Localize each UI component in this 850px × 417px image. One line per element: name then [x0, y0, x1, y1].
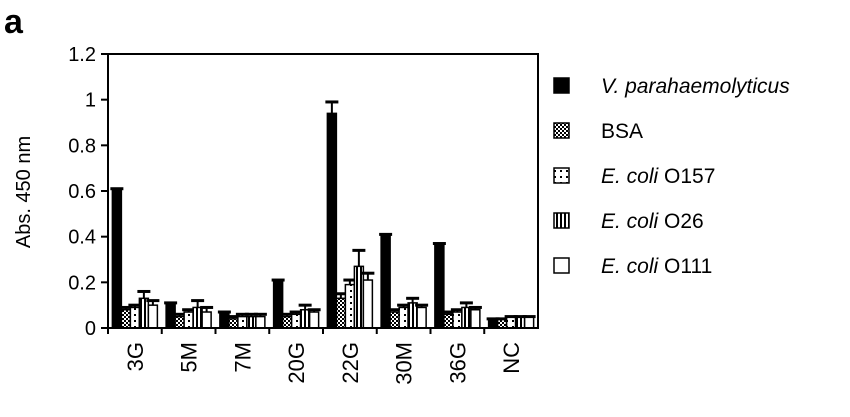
bar-7M-series-2 [228, 318, 239, 329]
bar-36G-series-4 [461, 306, 472, 329]
bar-22G-series-5 [362, 279, 374, 329]
x-category-label: 3G [123, 342, 148, 371]
y-tick-label: 0.4 [68, 227, 96, 249]
bar-22G-series-1 [326, 112, 338, 329]
bar-30M-series-5 [416, 306, 427, 329]
bar-22G-series-3 [344, 283, 356, 329]
bar-36G-series-1 [434, 242, 445, 329]
bar-20G-series-2 [281, 315, 293, 329]
bar-36G-series-5 [470, 308, 481, 329]
legend-label-series-4: E. coli O26 [601, 210, 704, 233]
x-category-label: 36G [445, 342, 470, 384]
bar-NC-series-5 [523, 315, 535, 329]
x-category-label: 30M [392, 342, 417, 385]
bar-3G-series-2 [120, 308, 132, 329]
bar-7M-series-3 [237, 315, 248, 329]
y-tick-label: 0.2 [68, 272, 96, 294]
legend-label-plain: O111 [658, 255, 712, 278]
legend-swatch-series-1 [553, 77, 570, 94]
bar-20G-series-3 [290, 313, 302, 329]
y-axis-title: Abs. 450 nm [13, 136, 35, 248]
bar-NC-series-3 [505, 315, 517, 329]
legend-label-series-3: E. coli O157 [601, 165, 715, 188]
legend-swatch-series-5 [553, 257, 570, 274]
x-category-label: 5M [177, 342, 202, 373]
legend-label-series-5: E. coli O111 [601, 255, 712, 278]
bar-3G-series-4 [138, 297, 150, 329]
y-tick-label: 0 [85, 318, 96, 340]
bar-36G-series-2 [443, 313, 454, 329]
bar-20G-series-5 [308, 311, 320, 329]
x-category-label: 22G [338, 342, 363, 384]
bar-7M-series-4 [246, 315, 257, 329]
bar-3G-series-3 [129, 306, 141, 329]
bar-30M-series-3 [398, 306, 409, 329]
legend-swatch-series-3 [553, 167, 570, 184]
bar-7M-series-5 [255, 315, 266, 329]
y-axis: 0 0.2 0.4 0.6 0.8 1 1.2 [68, 44, 108, 340]
legend-label-italic: E. coli [601, 165, 660, 188]
bar-20G-series-1 [272, 279, 284, 329]
legend-label-series-1: V. parahaemolyticus [601, 75, 790, 98]
legend-label-italic: V. parahaemolyticus [601, 75, 790, 98]
legend-swatch-series-4 [553, 212, 570, 229]
bar-20G-series-4 [299, 308, 311, 329]
bar-5M-series-2 [174, 315, 185, 329]
legend-label-italic: E. coli [601, 210, 660, 233]
bar-30M-series-1 [380, 233, 391, 329]
plot-area [110, 100, 536, 329]
bar-5M-series-4 [192, 306, 203, 329]
plot-frame [107, 53, 539, 329]
panel-label: a [4, 3, 24, 41]
legend-swatch-series-2 [553, 122, 570, 139]
legend-label-plain: O26 [658, 210, 704, 233]
x-category-label: 7M [230, 342, 255, 373]
legend-label-series-2: BSA [601, 120, 643, 143]
y-tick-label: 1.2 [68, 44, 96, 66]
bar-5M-series-5 [201, 311, 212, 329]
bar-7M-series-1 [219, 311, 230, 329]
y-tick-label: 0.6 [68, 181, 96, 203]
y-tick-label: 0.8 [68, 135, 96, 157]
bar-NC-series-4 [514, 315, 526, 329]
bar-3G-series-5 [147, 304, 159, 329]
bar-5M-series-3 [183, 311, 194, 329]
legend-label-italic: E. coli [601, 255, 660, 278]
legend-label-plain: O157 [658, 165, 715, 188]
x-category-label: NC [499, 342, 524, 374]
bar-22G-series-4 [353, 265, 365, 329]
legend-label-plain: BSA [601, 120, 643, 143]
x-axis: 3G 5M 7M 20G 22G 30M 36G NC [107, 328, 524, 385]
bar-30M-series-2 [389, 311, 400, 329]
y-tick-label: 1 [85, 90, 96, 112]
bar-36G-series-3 [452, 311, 463, 329]
x-category-label: 20G [284, 342, 309, 384]
bar-22G-series-2 [335, 297, 347, 329]
